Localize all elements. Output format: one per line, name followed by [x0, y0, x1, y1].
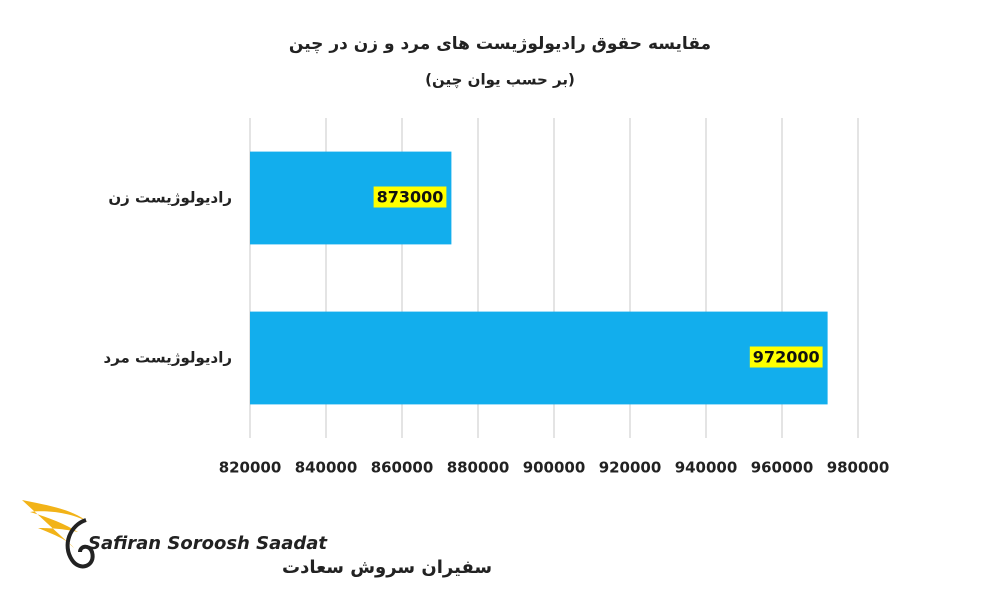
chart-title: مقایسه حقوق رادیولوژیست های مرد و زن در …	[289, 34, 711, 54]
data-label: 873000	[377, 188, 444, 207]
x-tick-label: 900000	[523, 459, 586, 477]
x-tick-label: 860000	[371, 459, 434, 477]
data-label-bg	[749, 346, 823, 368]
chart-subtitle: (بر حسب یوان چین)	[425, 71, 575, 90]
x-tick-label: 920000	[599, 459, 662, 477]
logo-persian: سفیران سروش سعادت	[282, 557, 492, 578]
data-label: 972000	[753, 348, 820, 367]
logo-wing	[22, 500, 88, 548]
x-tick-label: 940000	[675, 459, 738, 477]
logo-swirl	[65, 518, 95, 569]
x-tick-label: 840000	[295, 459, 358, 477]
data-label-bg	[373, 186, 447, 208]
y-tick-label: رادیولوژیست زن	[108, 189, 232, 207]
logo-latin: Safiran Soroosh Saadat	[88, 533, 328, 554]
y-tick-label: رادیولوژیست مرد	[104, 349, 233, 367]
bar	[250, 311, 828, 405]
x-tick-label: 880000	[447, 459, 510, 477]
x-tick-label: 820000	[219, 459, 282, 477]
x-tick-label: 980000	[827, 459, 890, 477]
logo: Safiran Soroosh Saadat سفیران سروش سعادت	[22, 500, 492, 578]
x-tick-label: 960000	[751, 459, 814, 477]
